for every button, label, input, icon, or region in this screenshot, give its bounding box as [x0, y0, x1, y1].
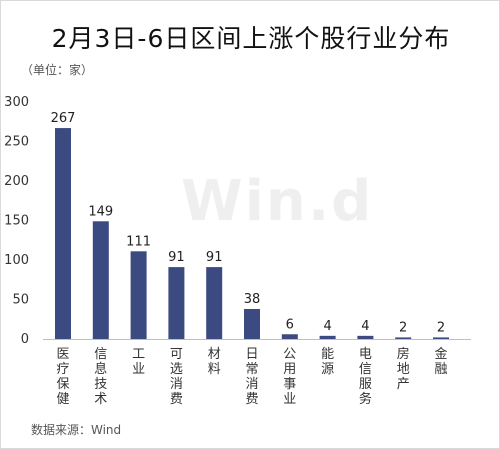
unit-label: （单位：家） — [21, 63, 94, 77]
y-tick-label: 50 — [12, 293, 29, 308]
category-label-10: 房地产 — [397, 346, 410, 392]
category-label-1: 医疗保健 — [56, 347, 69, 407]
bar-6 — [244, 308, 260, 339]
y-tick-label: 200 — [4, 174, 29, 189]
category-label-3: 工业 — [132, 347, 145, 377]
chart-title: 2月3日-6日区间上涨个股行业分布 — [51, 24, 451, 53]
data-label-7: 6 — [286, 317, 294, 332]
bar-1 — [55, 128, 71, 339]
category-label-6: 日常消费 — [245, 347, 258, 407]
category-label-7: 公用事业 — [283, 347, 296, 407]
data-label-2: 149 — [88, 204, 113, 219]
category-label-11: 金融 — [434, 346, 447, 377]
data-label-5: 91 — [206, 250, 223, 265]
bar-2 — [92, 221, 109, 339]
y-tick-label: 100 — [4, 253, 29, 268]
bar-11 — [433, 337, 449, 339]
category-label-5: 材料 — [208, 347, 221, 377]
data-label-3: 111 — [126, 234, 151, 249]
y-tick-label: 250 — [4, 135, 29, 150]
category-label-4: 可选消费 — [170, 347, 183, 407]
data-label-11: 2 — [437, 320, 445, 335]
data-label-1: 267 — [51, 111, 76, 126]
data-label-4: 91 — [168, 250, 185, 265]
data-label-10: 2 — [399, 320, 407, 335]
data-label-8: 4 — [323, 319, 331, 334]
source-note: 数据来源：Wind — [31, 423, 122, 437]
category-label-8: 能源 — [321, 347, 334, 377]
data-label-9: 4 — [361, 319, 369, 334]
y-tick-label: 300 — [4, 95, 29, 110]
y-tick-label: 0 — [21, 332, 29, 347]
category-label-2: 信息技术 — [94, 347, 107, 407]
bar-3 — [130, 251, 147, 339]
data-label-6: 38 — [244, 292, 261, 307]
bar-10 — [395, 337, 412, 339]
bar-5 — [206, 267, 223, 339]
bar-4 — [168, 267, 185, 339]
category-label-9: 电信服务 — [359, 347, 372, 407]
bar-9 — [357, 335, 374, 339]
bar-7 — [281, 334, 298, 339]
y-tick-label: 150 — [4, 214, 29, 229]
bar-8 — [319, 335, 336, 339]
